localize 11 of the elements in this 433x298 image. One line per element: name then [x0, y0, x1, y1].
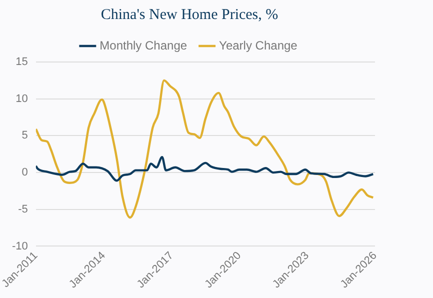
y-tick-label: 0: [22, 166, 28, 179]
line-series: [36, 156, 374, 182]
y-tick-label: 15: [16, 56, 28, 68]
line-series: [36, 79, 374, 219]
y-tick-label: 5: [22, 130, 28, 142]
y-tick-label: -10: [12, 240, 28, 252]
y-tick-label: -5: [18, 203, 28, 216]
legend-label: Yearly Change: [219, 38, 298, 52]
legend-label: Monthly Change: [100, 38, 188, 52]
chart-title: China's New Home Prices, %: [100, 6, 278, 23]
y-tick-label: 10: [16, 92, 28, 105]
